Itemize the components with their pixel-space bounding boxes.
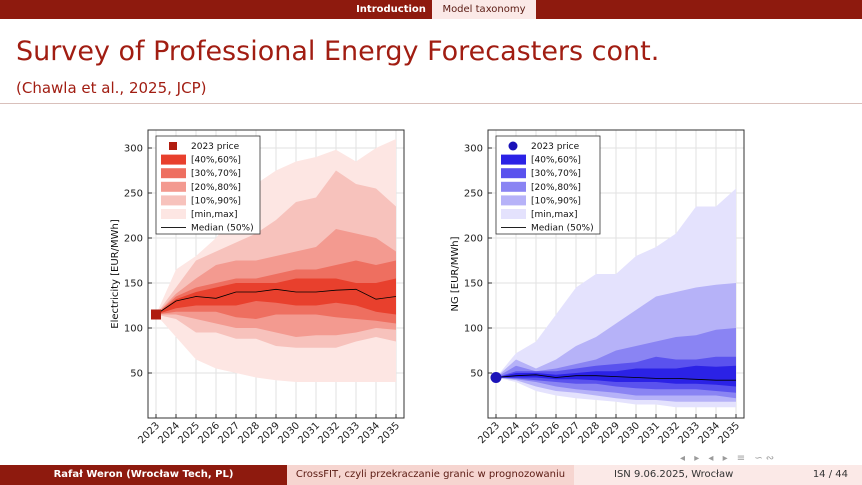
legend-label: Median (50%) <box>531 224 594 234</box>
y-tick-label: 150 <box>464 279 483 290</box>
legend-label: [40%,60%] <box>191 156 241 166</box>
x-tick-label: 2023 <box>476 420 502 446</box>
y-tick-label: 50 <box>470 369 483 380</box>
y-axis-label: NG [EUR/MWh] <box>450 236 461 311</box>
x-tick-label: 2027 <box>556 420 582 446</box>
x-tick-label: 2033 <box>336 420 362 446</box>
x-tick-label: 2034 <box>356 420 382 446</box>
x-tick-label: 2023 <box>136 420 162 446</box>
y-tick-label: 100 <box>464 324 483 335</box>
x-tick-label: 2025 <box>176 420 202 446</box>
x-tick-label: 2024 <box>156 420 182 446</box>
slide-subtitle: (Chawla et al., 2025, JCP) <box>16 79 207 97</box>
x-tick-label: 2030 <box>276 420 302 446</box>
x-tick-label: 2028 <box>236 420 262 446</box>
x-tick-label: 2032 <box>316 420 342 446</box>
x-tick-label: 2032 <box>656 420 682 446</box>
electricity-forecast-chart: 5010015020025030020232024202520262027202… <box>110 129 405 446</box>
legend-label: [10%,90%] <box>531 196 581 206</box>
x-tick-label: 2035 <box>376 420 402 446</box>
y-tick-label: 300 <box>124 144 143 155</box>
legend-swatch <box>501 181 526 192</box>
ng-forecast-chart: 5010015020025030020232024202520262027202… <box>450 129 745 446</box>
footer-venue-date: ISN 9.06.2025, Wrocław <box>614 469 734 480</box>
legend-label: [40%,60%] <box>531 156 581 166</box>
y-tick-label: 200 <box>464 234 483 245</box>
price-2023-marker <box>151 309 161 320</box>
band-p40_60 <box>156 278 396 315</box>
legend-swatch <box>161 195 186 206</box>
legend-label: 2023 price <box>191 142 240 152</box>
beamer-navigation-icons[interactable]: ◂ ▸ ◂ ▸ ≡ ∽∾ <box>680 453 778 464</box>
legend-swatch <box>161 209 186 219</box>
legend-swatch <box>161 154 186 165</box>
legend-label: [10%,90%] <box>191 196 241 206</box>
x-tick-label: 2029 <box>596 420 622 446</box>
x-tick-label: 2024 <box>496 420 522 446</box>
x-tick-label: 2029 <box>256 420 282 446</box>
y-tick-label: 250 <box>464 189 483 200</box>
legend-label: [min,max] <box>531 210 577 220</box>
band-p40_60 <box>496 365 736 387</box>
legend-label: [30%,70%] <box>531 169 581 179</box>
x-tick-label: 2026 <box>536 420 562 446</box>
legend-label: 2023 price <box>531 142 580 152</box>
footer-venue: ISN 9.06.2025, Wrocław 14 / 44 <box>574 465 862 485</box>
legend-swatch <box>501 209 526 219</box>
footer-bar: Rafał Weron (Wrocław Tech, PL) CrossFIT,… <box>0 465 862 485</box>
slide-title: Survey of Professional Energy Forecaster… <box>16 36 660 67</box>
nav-section-introduction[interactable]: Introduction <box>356 4 426 15</box>
nav-section-model-taxonomy[interactable]: Model taxonomy <box>432 0 536 19</box>
x-tick-label: 2030 <box>616 420 642 446</box>
x-tick-label: 2034 <box>696 420 722 446</box>
footer-talk-title: CrossFIT, czyli przekraczanie granic w p… <box>287 465 574 485</box>
legend-swatch <box>501 168 526 179</box>
legend-swatch <box>501 154 526 165</box>
x-tick-label: 2028 <box>576 420 602 446</box>
footer-page-number: 14 / 44 <box>812 469 848 480</box>
y-tick-label: 300 <box>464 144 483 155</box>
price-2023-marker <box>490 372 502 383</box>
legend-swatch <box>169 142 177 150</box>
footer-author: Rafał Weron (Wrocław Tech, PL) <box>0 465 287 485</box>
y-tick-label: 50 <box>130 369 143 380</box>
x-tick-label: 2031 <box>636 420 662 446</box>
title-divider <box>0 103 862 104</box>
y-tick-label: 150 <box>124 279 143 290</box>
top-navigation-bar <box>0 0 862 19</box>
legend-swatch <box>508 141 518 151</box>
legend-label: Median (50%) <box>191 224 254 234</box>
median-line <box>495 374 736 381</box>
legend-label: [min,max] <box>191 210 237 220</box>
x-tick-label: 2035 <box>716 420 742 446</box>
legend-swatch <box>161 168 186 179</box>
x-tick-label: 2027 <box>216 420 242 446</box>
y-tick-label: 250 <box>124 189 143 200</box>
x-tick-label: 2031 <box>296 420 322 446</box>
x-tick-label: 2025 <box>516 420 542 446</box>
median-line <box>155 288 397 315</box>
x-tick-label: 2026 <box>196 420 222 446</box>
legend-label: [20%,80%] <box>191 183 241 193</box>
y-tick-label: 200 <box>124 234 143 245</box>
legend-label: [20%,80%] <box>531 183 581 193</box>
legend-label: [30%,70%] <box>191 169 241 179</box>
x-tick-label: 2033 <box>676 420 702 446</box>
legend-swatch <box>501 195 526 206</box>
y-axis-label: Electricity [EUR/MWh] <box>110 219 121 329</box>
legend-swatch <box>161 181 186 192</box>
y-tick-label: 100 <box>124 324 143 335</box>
